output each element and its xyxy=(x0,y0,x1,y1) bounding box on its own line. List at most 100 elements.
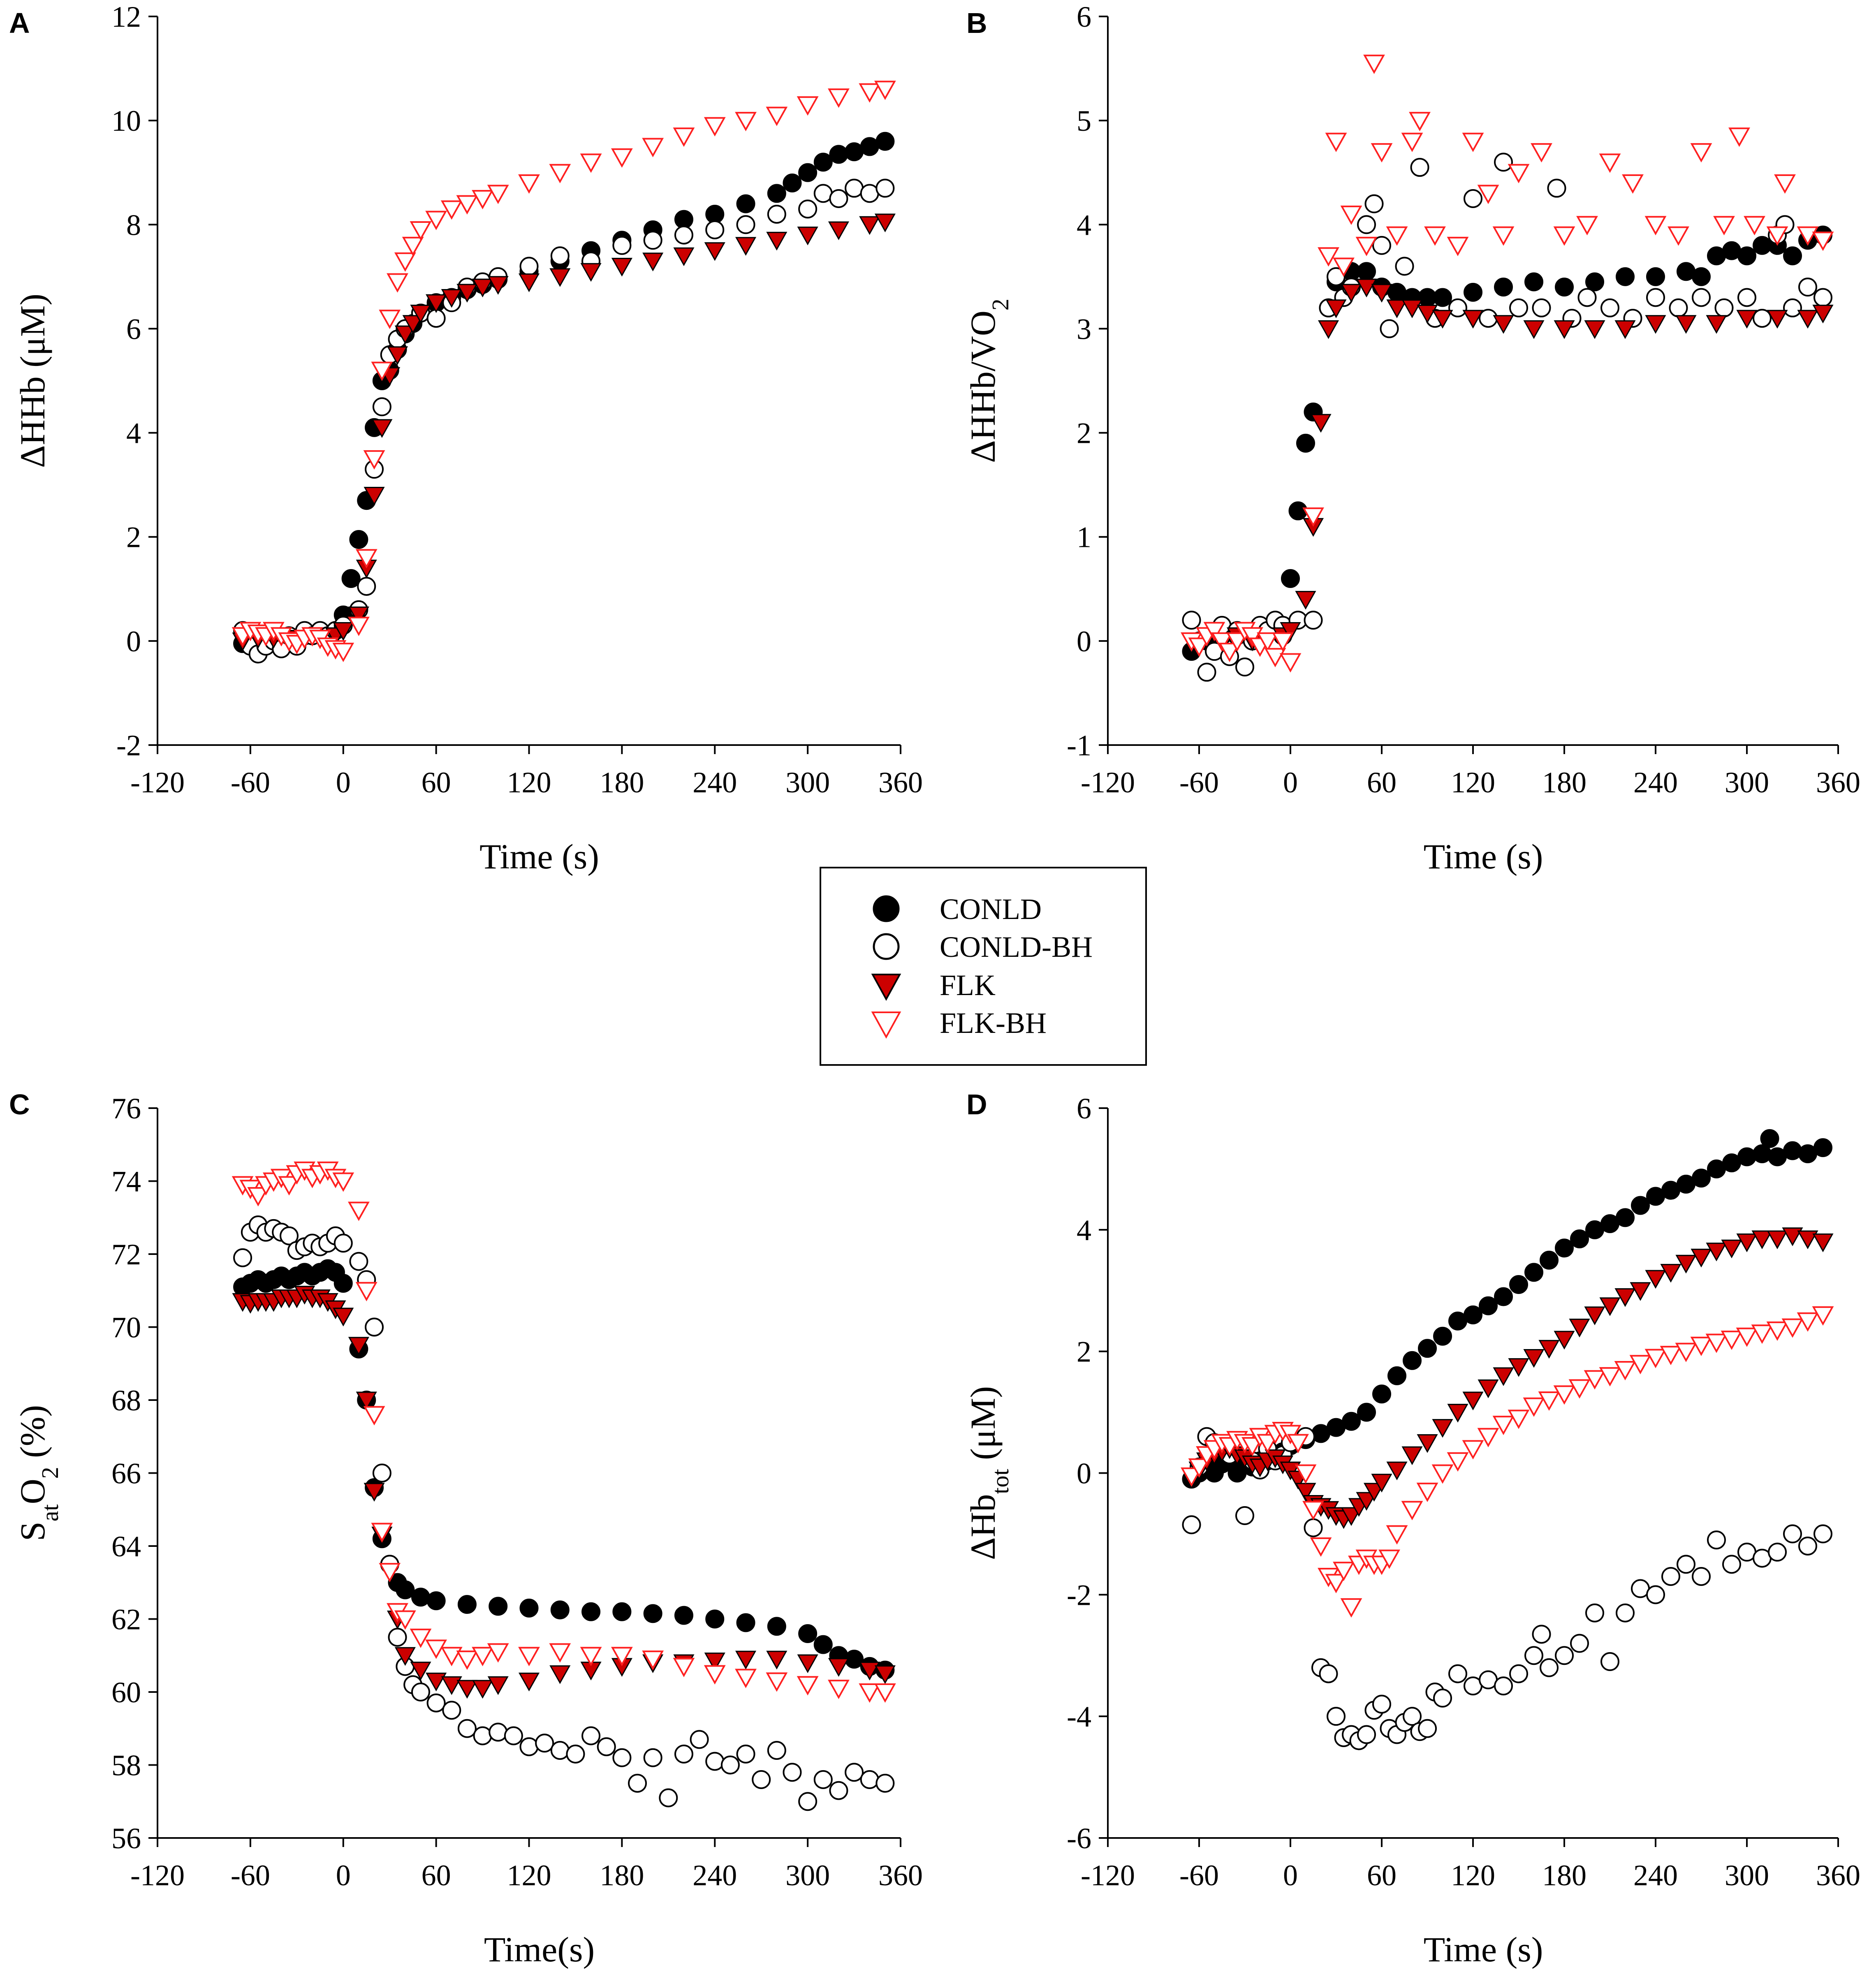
data-point xyxy=(1524,1263,1543,1282)
y-tick-label: 66 xyxy=(111,1457,141,1490)
x-tick-label: -120 xyxy=(1081,766,1135,799)
data-point xyxy=(1736,1233,1758,1252)
data-point xyxy=(673,247,695,266)
data-point xyxy=(1341,1507,1362,1526)
data-point xyxy=(394,1610,416,1630)
data-point xyxy=(1812,231,1834,251)
data-point xyxy=(1340,205,1362,225)
data-point xyxy=(845,1763,864,1782)
data-point xyxy=(411,1588,430,1607)
data-point xyxy=(441,1676,462,1695)
data-point xyxy=(1327,267,1346,286)
data-point xyxy=(845,142,864,162)
data-point xyxy=(1616,1603,1635,1623)
data-point xyxy=(1783,1141,1802,1160)
data-point xyxy=(1432,1419,1453,1438)
data-point xyxy=(1418,1719,1437,1738)
data-point xyxy=(1447,1404,1468,1423)
y-tick-label: 4 xyxy=(1077,1214,1091,1247)
data-point xyxy=(519,257,539,276)
data-point xyxy=(1781,1318,1804,1338)
data-point xyxy=(1464,1305,1482,1324)
series-conld xyxy=(233,1259,895,1680)
data-point xyxy=(1295,1464,1317,1484)
data-point xyxy=(457,1719,477,1738)
data-point xyxy=(1554,320,1575,339)
data-point xyxy=(426,1672,447,1692)
data-point xyxy=(1753,309,1772,328)
data-point xyxy=(1235,657,1254,677)
y-axis-title: ΔHbtot (μM) xyxy=(963,1386,1014,1560)
data-point xyxy=(1342,1412,1361,1431)
data-point xyxy=(1409,112,1431,132)
data-point xyxy=(349,1252,368,1271)
data-point xyxy=(1287,1434,1309,1454)
data-point xyxy=(347,616,370,636)
data-point xyxy=(798,1792,818,1811)
data-point xyxy=(410,1628,432,1648)
data-point xyxy=(1599,1367,1621,1386)
data-point xyxy=(581,1726,601,1745)
data-point xyxy=(766,106,788,126)
data-point xyxy=(278,1176,300,1196)
data-point xyxy=(394,252,416,272)
data-point xyxy=(766,1650,787,1670)
data-point xyxy=(767,1617,786,1636)
data-point xyxy=(1355,236,1378,257)
data-point xyxy=(628,1773,647,1793)
data-point xyxy=(1744,216,1765,236)
data-point xyxy=(1241,627,1263,647)
data-point xyxy=(1767,310,1788,329)
data-point xyxy=(673,127,695,147)
legend-marker-flk xyxy=(871,974,901,1001)
data-point xyxy=(1364,194,1384,213)
data-point xyxy=(612,1748,632,1767)
y-tick-label: 10 xyxy=(111,104,141,137)
data-point xyxy=(580,153,602,173)
data-point xyxy=(674,1606,693,1625)
data-point xyxy=(1538,1391,1560,1411)
data-point xyxy=(1524,1646,1543,1665)
data-point xyxy=(341,569,361,588)
data-point xyxy=(1812,1233,1834,1252)
data-point xyxy=(371,1523,393,1542)
y-tick-label: 56 xyxy=(111,1822,141,1855)
data-point xyxy=(334,1234,353,1253)
data-point xyxy=(783,1763,802,1782)
data-point xyxy=(396,1580,415,1599)
data-point xyxy=(643,1604,662,1623)
data-point xyxy=(1508,1358,1529,1377)
data-point xyxy=(1401,1501,1423,1521)
legend-label-conld: CONLD xyxy=(940,893,1042,926)
data-point xyxy=(1356,1492,1377,1511)
data-point xyxy=(519,1598,539,1618)
data-point xyxy=(1524,272,1543,292)
data-point xyxy=(1751,1230,1773,1250)
y-tick-label: -6 xyxy=(1067,1822,1091,1855)
data-point xyxy=(1523,1397,1545,1417)
data-point xyxy=(1584,320,1605,339)
data-point xyxy=(1599,153,1621,173)
data-point xyxy=(597,1737,616,1757)
data-point xyxy=(1646,288,1665,307)
x-tick-label: 60 xyxy=(1367,766,1397,799)
data-point xyxy=(1584,1370,1606,1390)
legend: CONLD CONLD-BH FLK FLK-BH xyxy=(820,867,1147,1066)
panel-letter: C xyxy=(9,1088,30,1120)
data-point xyxy=(736,194,755,213)
data-point xyxy=(674,210,693,229)
data-point xyxy=(813,1635,833,1654)
data-point xyxy=(518,174,540,194)
data-point xyxy=(456,195,478,215)
data-point xyxy=(1629,1355,1651,1375)
data-point xyxy=(767,204,786,224)
data-point xyxy=(673,1657,695,1677)
data-point xyxy=(1630,1282,1651,1301)
data-point xyxy=(1410,158,1429,177)
data-point xyxy=(364,486,385,506)
panel-c: C 56 58 60 62 64 66 68 70 72 74 76 -120 -60 0 60 120 180 2… xyxy=(9,1088,923,1969)
data-point xyxy=(1577,288,1597,307)
data-point xyxy=(1675,315,1697,334)
data-point xyxy=(1318,320,1339,339)
data-point xyxy=(1464,189,1482,208)
